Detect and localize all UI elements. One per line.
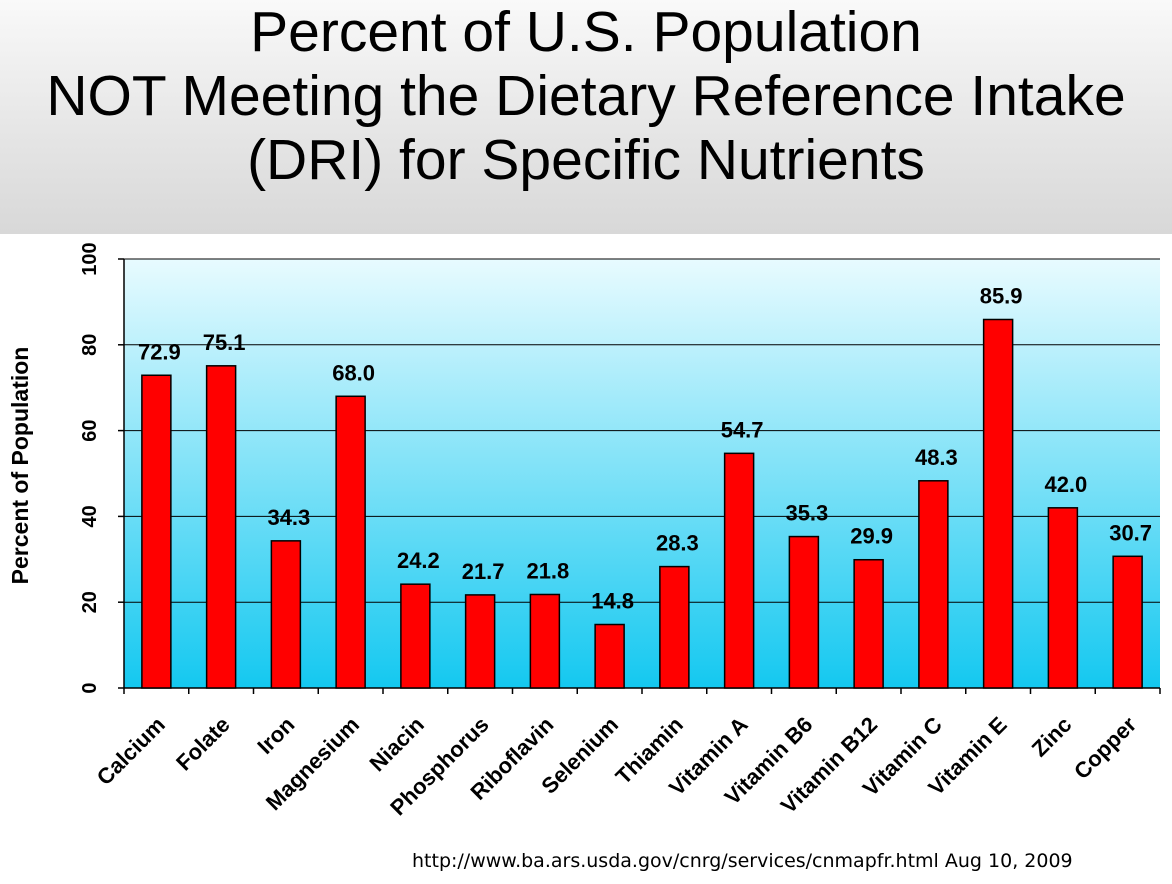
y-tick-label: 40 bbox=[79, 505, 101, 527]
data-label: 34.3 bbox=[267, 505, 310, 530]
bar-riboflavin bbox=[529, 593, 561, 689]
y-tick-label: 20 bbox=[79, 591, 101, 613]
bar-iron bbox=[270, 540, 302, 689]
x-tick-label: Copper bbox=[1069, 712, 1141, 784]
x-tick-label: Zinc bbox=[1027, 712, 1077, 762]
data-label: 21.7 bbox=[462, 559, 505, 584]
bar-copper bbox=[1112, 555, 1143, 689]
bar-vitamin-c bbox=[918, 480, 949, 689]
title-band bbox=[0, 0, 1172, 234]
source-citation: http://www.ba.ars.usda.gov/cnrg/services… bbox=[412, 850, 1073, 872]
chart-title: Percent of U.S. Population NOT Meeting t… bbox=[0, 0, 1172, 192]
bar-magnesium bbox=[335, 395, 366, 689]
data-label: 28.3 bbox=[656, 531, 699, 556]
bar-zinc bbox=[1047, 507, 1079, 689]
data-label: 14.8 bbox=[591, 589, 634, 614]
bar-niacin bbox=[400, 583, 431, 689]
x-tick-label: Folate bbox=[171, 712, 234, 775]
bar-calcium bbox=[141, 374, 172, 689]
x-tick-label: Iron bbox=[252, 712, 299, 759]
bar-vitamin-b6 bbox=[788, 535, 820, 689]
data-label: 42.0 bbox=[1044, 472, 1087, 497]
bar-vitamin-b12 bbox=[853, 558, 884, 689]
data-label: 24.2 bbox=[397, 548, 440, 573]
chart-title-line-2: NOT Meeting the Dietary Reference Intake bbox=[46, 64, 1126, 128]
data-label: 21.8 bbox=[526, 558, 569, 583]
data-label: 68.0 bbox=[332, 360, 375, 385]
data-label: 48.3 bbox=[915, 445, 958, 470]
data-label: 75.1 bbox=[203, 330, 246, 355]
chart-title-line-3: (DRI) for Specific Nutrients bbox=[247, 128, 925, 192]
y-tick-label: 0 bbox=[79, 682, 101, 693]
bar-vitamin-a bbox=[723, 452, 755, 689]
data-label: 72.9 bbox=[138, 339, 181, 364]
y-tick-label: 80 bbox=[79, 334, 101, 356]
bar-folate bbox=[205, 365, 237, 689]
y-tick-label: 100 bbox=[79, 242, 101, 275]
bar-phosphorus bbox=[464, 594, 496, 689]
bar-selenium bbox=[594, 623, 625, 689]
bar-vitamin-e bbox=[982, 318, 1014, 689]
data-label: 85.9 bbox=[980, 283, 1023, 308]
y-axis-label: Percent of Population bbox=[7, 347, 33, 585]
chart-title-line-1: Percent of U.S. Population bbox=[250, 0, 922, 64]
bar-thiamin bbox=[659, 565, 690, 689]
y-tick-label: 60 bbox=[79, 419, 101, 441]
data-label: 30.7 bbox=[1109, 520, 1152, 545]
x-tick-label: Niacin bbox=[365, 712, 429, 776]
data-label: 35.3 bbox=[785, 501, 828, 526]
x-tick-label: Calcium bbox=[92, 712, 170, 790]
data-label: 54.7 bbox=[721, 417, 764, 442]
data-label: 29.9 bbox=[850, 524, 893, 549]
